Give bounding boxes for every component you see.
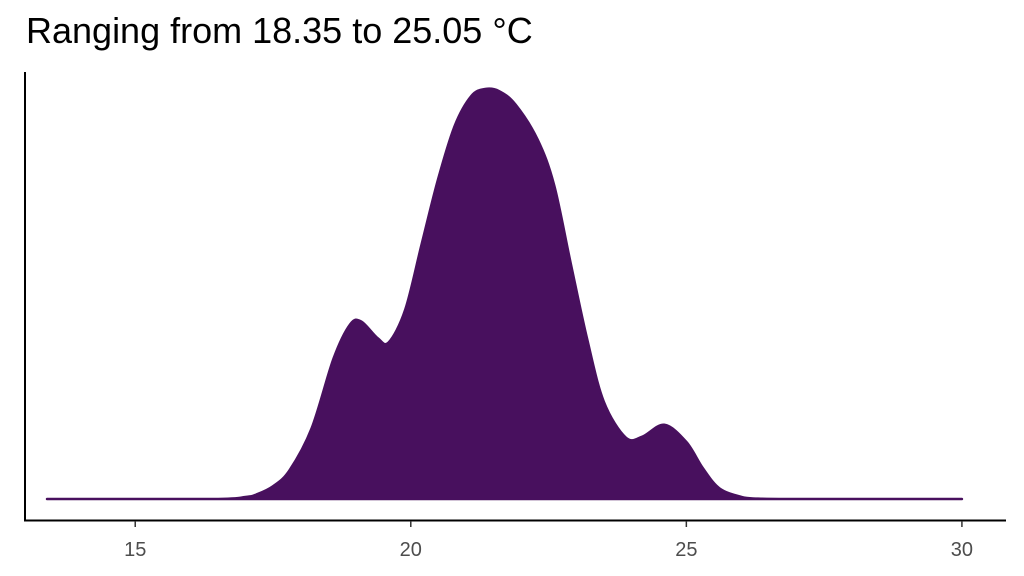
x-tick-label-30: 30 bbox=[951, 539, 973, 561]
density-areas bbox=[45, 87, 964, 501]
chart-title: Ranging from 18.35 to 25.05 °C bbox=[26, 10, 533, 51]
x-axis-ticks: 15 20 25 30 bbox=[124, 521, 973, 561]
x-tick-label-20: 20 bbox=[400, 539, 422, 561]
density-area-0 bbox=[45, 87, 964, 501]
x-tick-label-25: 25 bbox=[675, 539, 697, 561]
x-tick-label-15: 15 bbox=[124, 539, 146, 561]
